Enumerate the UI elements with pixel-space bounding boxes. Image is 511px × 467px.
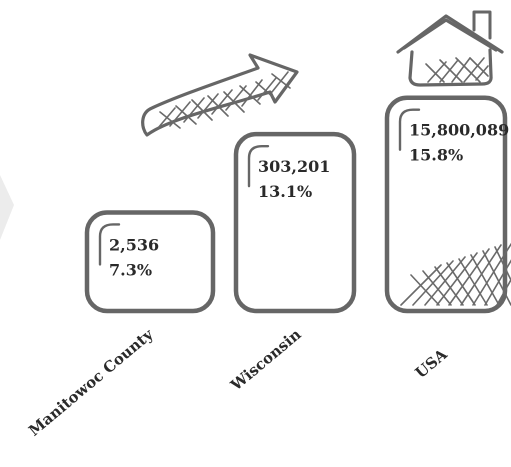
- category-label: Wisconsin: [226, 325, 304, 395]
- upward-arrow-icon: [141, 53, 299, 137]
- category-label: Manitowoc County: [25, 324, 157, 439]
- arrow-hatch: [157, 71, 291, 129]
- house-icon: [396, 10, 504, 87]
- category-label: USA: [412, 345, 451, 382]
- bar-inner-stroke: [398, 108, 421, 151]
- percent-label: 7.3%: [109, 260, 152, 279]
- value-label: 303,201: [258, 157, 330, 176]
- hatch-layer: [400, 242, 511, 306]
- percent-label: 13.1%: [258, 182, 312, 201]
- background-shape: [0, 175, 14, 240]
- value-label: 2,536: [109, 235, 159, 254]
- bar-inner-stroke: [98, 223, 121, 266]
- percent-label: 15.8%: [409, 146, 463, 165]
- value-label: 15,800,089: [409, 121, 509, 140]
- bar-inner-stroke: [247, 144, 270, 188]
- bars-layer: [84, 95, 508, 314]
- bar-crosshatch: [400, 242, 511, 306]
- bar-usa: [384, 95, 508, 314]
- bar-manitowoc-county: [84, 210, 216, 314]
- bar-wisconsin: [233, 131, 357, 314]
